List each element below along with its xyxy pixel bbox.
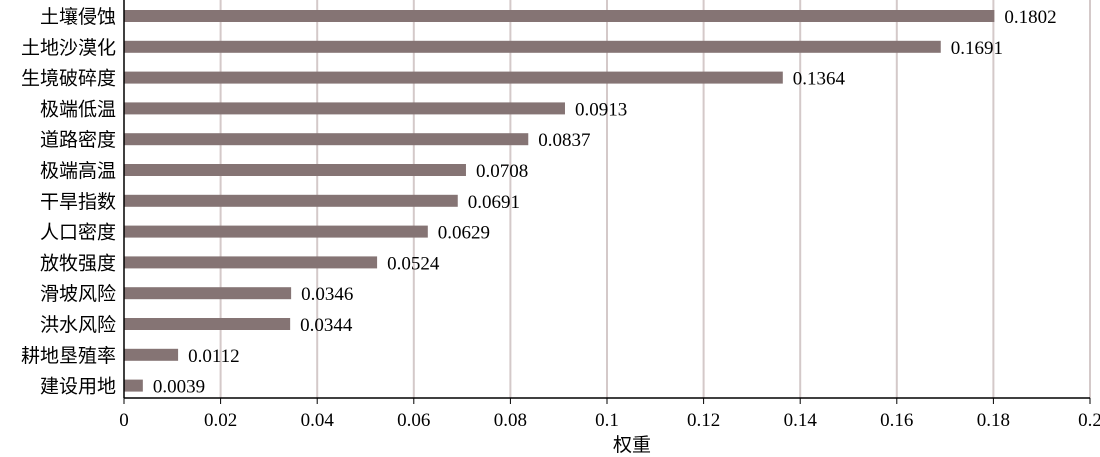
- category-label: 人口密度: [40, 222, 116, 244]
- category-label: 干旱指数: [40, 191, 116, 213]
- x-tick-label: 0.2: [1078, 410, 1100, 431]
- bar: [124, 256, 378, 269]
- x-tick-label: 0: [119, 410, 129, 431]
- x-axis-title: 权重: [613, 434, 651, 456]
- category-label: 生境破碎度: [21, 68, 116, 90]
- bars: [124, 10, 995, 392]
- category-label: 建设用地: [40, 376, 116, 398]
- x-tick-label: 0.14: [784, 410, 818, 431]
- value-label: 0.0112: [188, 346, 240, 367]
- category-label: 土壤侵蚀: [40, 6, 116, 28]
- value-label: 0.0524: [387, 253, 440, 274]
- x-tick-label: 0.08: [494, 410, 527, 431]
- value-label: 0.0708: [476, 161, 528, 182]
- bar: [124, 225, 428, 238]
- bar: [124, 379, 143, 392]
- x-tick-label: 0.04: [301, 410, 335, 431]
- category-label: 道路密度: [40, 129, 116, 151]
- bar: [124, 133, 529, 146]
- category-label: 极端低温: [40, 98, 116, 120]
- value-label: 0.0691: [468, 192, 520, 213]
- category-label: 洪水风险: [40, 314, 116, 336]
- value-label: 0.1691: [951, 38, 1003, 59]
- bar: [124, 40, 941, 53]
- value-label: 0.0346: [301, 284, 353, 305]
- x-tick-label: 0.06: [397, 410, 430, 431]
- category-label: 耕地垦殖率: [21, 345, 116, 367]
- bar: [124, 318, 291, 330]
- category-label: 土地沙漠化: [21, 37, 116, 59]
- category-label: 滑坡风险: [40, 283, 116, 305]
- bar: [124, 102, 565, 115]
- x-tick-label: 0.1: [595, 410, 619, 431]
- value-label: 0.0344: [300, 315, 353, 336]
- bar: [124, 287, 292, 300]
- value-label: 0.0629: [438, 223, 490, 244]
- value-label: 0.1364: [793, 69, 846, 90]
- x-tick-labels: 0 0.02 0.04 0.06 0.08 0.1 0.12 0.14 0.16 0.18 0.2: [119, 410, 1100, 431]
- bar: [124, 10, 995, 22]
- category-label: 放牧强度: [40, 252, 116, 274]
- bar: [124, 164, 466, 176]
- bar: [124, 194, 458, 207]
- value-label: 0.0913: [575, 99, 627, 120]
- x-tick-label: 0.02: [204, 410, 237, 431]
- category-labels: 土壤侵蚀土地沙漠化生境破碎度极端低温道路密度极端高温干旱指数人口密度放牧强度滑坡…: [21, 6, 116, 398]
- category-label: 极端高温: [40, 160, 116, 182]
- value-label: 0.1802: [1004, 7, 1056, 28]
- axes: [123, 0, 1090, 399]
- bar: [124, 71, 783, 84]
- x-tick-label: 0.18: [977, 410, 1010, 431]
- value-label: 0.0039: [153, 377, 205, 398]
- x-tick-label: 0.12: [687, 410, 720, 431]
- bar: [124, 348, 179, 361]
- value-label: 0.0837: [538, 130, 590, 151]
- x-tick-label: 0.16: [880, 410, 913, 431]
